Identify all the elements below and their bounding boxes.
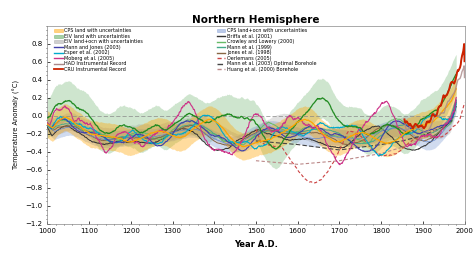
Title: Northern Hemisphere: Northern Hemisphere	[192, 15, 319, 25]
X-axis label: Year A.D.: Year A.D.	[234, 240, 278, 249]
Legend: CPS land+ocn with uncertainties, Briffa et al. (2001), Crowley and Lowery (2000): CPS land+ocn with uncertainties, Briffa …	[217, 28, 316, 72]
Y-axis label: Temperature Anomaly (°C): Temperature Anomaly (°C)	[13, 80, 20, 169]
